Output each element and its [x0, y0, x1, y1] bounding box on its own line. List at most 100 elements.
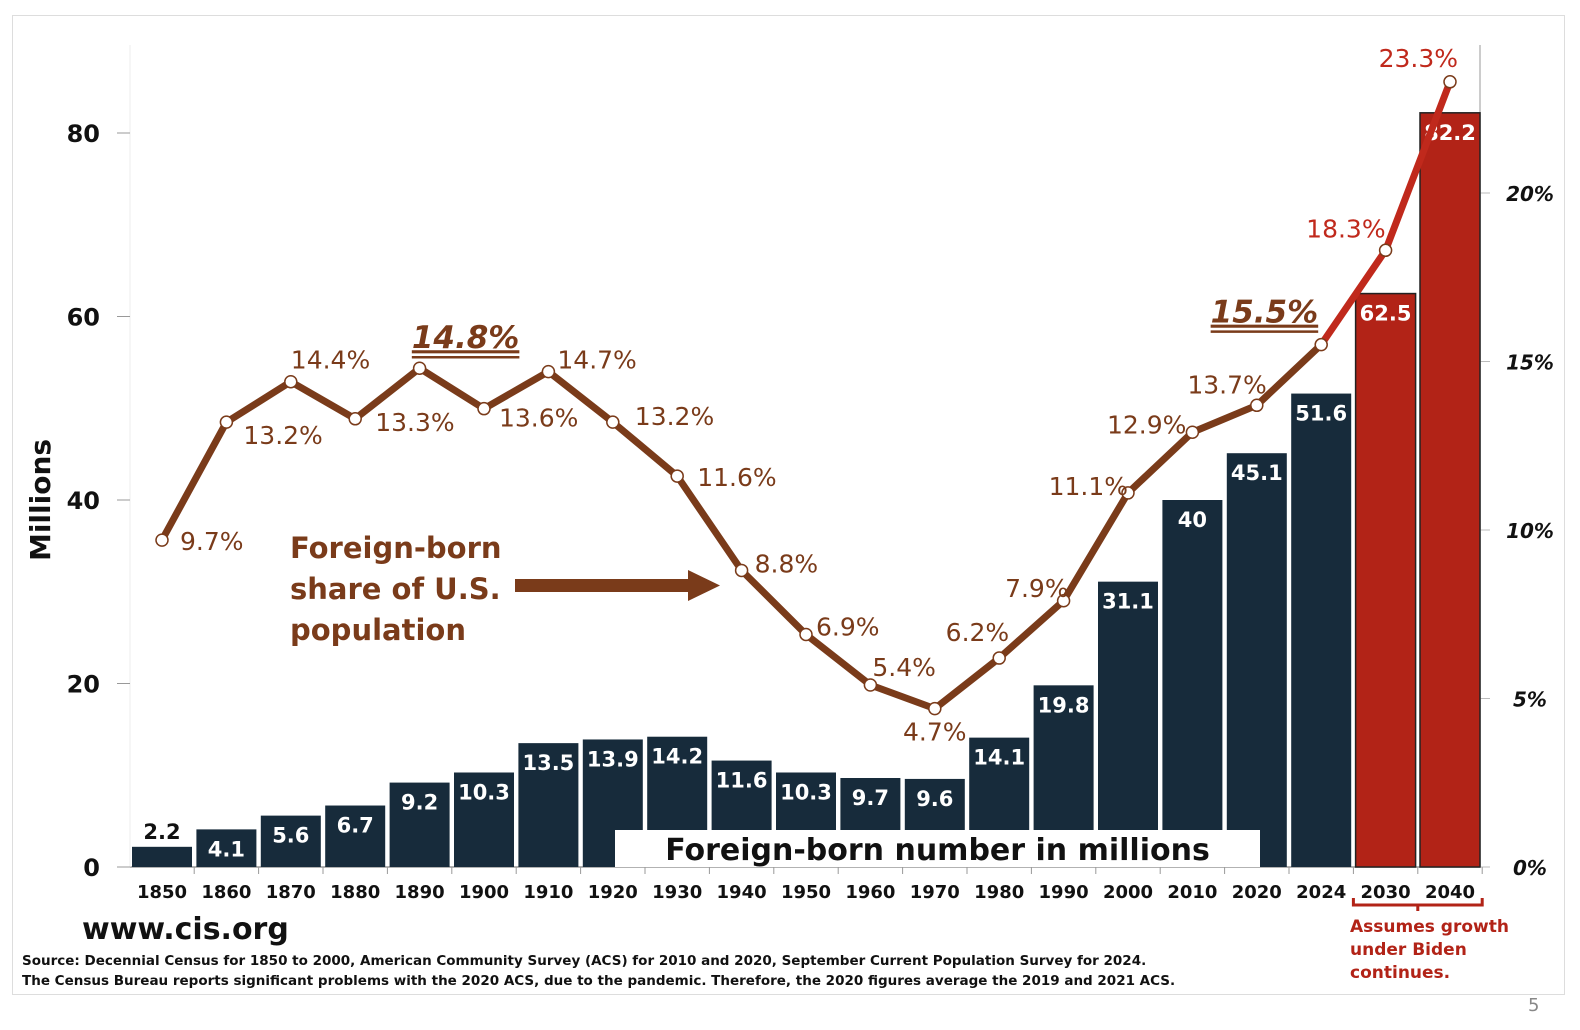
share-label: 6.9% [816, 612, 880, 641]
share-point [1250, 398, 1264, 413]
bar-label: 9.7 [852, 786, 889, 810]
y2-tick-label: 0% [1513, 856, 1547, 880]
bar-label: 19.8 [1038, 693, 1090, 717]
bar-label: 10.3 [458, 780, 510, 804]
x-tick-label: 1970 [910, 882, 960, 903]
y-tick-label: 40 [67, 487, 100, 515]
x-tick-label: 1930 [652, 882, 702, 903]
bar-label: 9.6 [916, 787, 953, 811]
bar-label: 11.6 [716, 769, 768, 793]
y2-tick-label: 5% [1513, 688, 1547, 712]
bar-label: 6.7 [337, 814, 374, 838]
line-annotation: Foreign-born share of U.S. population [290, 528, 502, 651]
share-point [1056, 594, 1071, 608]
x-tick-label: 1890 [395, 882, 445, 903]
y-tick-label: 60 [67, 304, 100, 332]
y2-tick-label: 20% [1506, 182, 1554, 206]
share-label: 11.6% [697, 463, 776, 492]
x-tick-label: 1860 [201, 882, 251, 903]
x-tick-label: 1990 [1039, 882, 1089, 903]
bar-label: 13.9 [587, 747, 639, 771]
share-label: 9.7% [180, 527, 244, 556]
share-label: 11.1% [1049, 472, 1128, 501]
x-tick-label: 1980 [974, 882, 1024, 903]
share-label: 6.2% [946, 618, 1010, 647]
y2-tick-label: 15% [1506, 351, 1554, 375]
annotation-line: share of U.S. [290, 572, 501, 606]
share-point [348, 412, 362, 426]
bar [196, 829, 257, 867]
share-label: 12.9% [1107, 410, 1186, 439]
share-label: 23.3% [1379, 44, 1458, 73]
share-label: 5.4% [872, 653, 936, 682]
annotation-line: population [290, 613, 466, 647]
bar-label: 14.2 [651, 745, 703, 769]
y-tick-label: 20 [67, 671, 100, 699]
share-point [1185, 425, 1200, 440]
share-label: 14.7% [557, 346, 636, 375]
projection-note: Assumes growth under Biden continues. [1350, 917, 1509, 983]
share-point [1443, 75, 1457, 89]
y-tick-label: 0 [83, 854, 100, 882]
bar-label: 13.5 [522, 751, 574, 775]
x-tick-label: 2010 [1167, 882, 1217, 903]
x-tick-label: 1850 [137, 882, 187, 903]
bar [1354, 292, 1417, 868]
bar [389, 782, 450, 867]
bar [1291, 393, 1352, 867]
annotation-line: Foreign-born [290, 531, 502, 565]
bar-label: 10.3 [780, 780, 832, 804]
share-label: 7.9% [1005, 574, 1069, 603]
share-label: 18.3% [1306, 214, 1385, 243]
share-point [155, 533, 169, 547]
share-label: 13.2% [635, 402, 714, 431]
source-line: The Census Bureau reports significant pr… [22, 973, 1176, 989]
bar [454, 772, 514, 867]
x-tick-label: 1870 [266, 882, 316, 903]
source-line: Source: Decennial Census for 1850 to 200… [22, 953, 1147, 969]
x-tick-label: 1910 [523, 882, 573, 903]
bar [1226, 453, 1287, 867]
page-number: 5 [1528, 995, 1540, 1016]
share-label: 15.5% [1211, 295, 1319, 331]
share-point [863, 678, 878, 692]
share-point [541, 364, 556, 379]
x-tick-label: 1900 [459, 882, 509, 903]
share-point [219, 415, 234, 429]
share-point [477, 401, 491, 416]
x-tick-label: 1940 [717, 882, 767, 903]
y2-tick-label: 10% [1506, 519, 1554, 543]
bar-label: 31.1 [1102, 590, 1154, 614]
bar-label: 2.2 [143, 820, 180, 844]
annotation-arrow-shaft [515, 579, 690, 592]
x-tick-label: 2030 [1361, 882, 1411, 903]
projection-bracket [1351, 898, 1484, 911]
bar-label: 4.1 [208, 837, 245, 861]
bar-label: 5.6 [272, 824, 309, 848]
share-point [412, 361, 427, 375]
bar-label: 14.1 [973, 746, 1025, 770]
x-tick-label: 2020 [1232, 882, 1282, 903]
bar-label: 45.1 [1231, 461, 1283, 485]
bar [132, 846, 192, 867]
share-label: 13.3% [375, 408, 454, 437]
share-label: 13.7% [1187, 370, 1266, 399]
share-label: 14.4% [291, 346, 370, 375]
x-tick-label: 2000 [1103, 882, 1153, 903]
x-tick-label: 1880 [330, 882, 380, 903]
x-tick-label: 1920 [588, 882, 638, 903]
annotation-arrow-head [688, 570, 720, 601]
share-label: 14.8% [412, 320, 520, 356]
x-tick-label: 2024 [1296, 882, 1346, 903]
bar [1419, 112, 1481, 868]
bar [1098, 581, 1158, 867]
bar [260, 815, 321, 867]
share-label: 13.6% [499, 404, 578, 433]
share-label: 4.7% [903, 718, 967, 747]
share-point [992, 651, 1006, 665]
bar-label: 62.5 [1360, 302, 1412, 326]
website: www.cis.org [82, 912, 289, 947]
bar [325, 805, 386, 867]
y-axis-title: Millions [24, 439, 57, 561]
